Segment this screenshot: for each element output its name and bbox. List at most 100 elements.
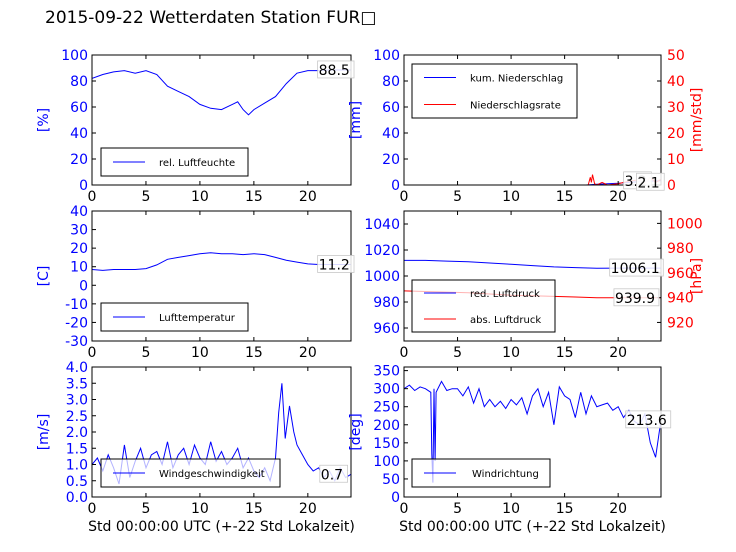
value-annotation: 1006.1 [611,261,660,277]
x-tick-label: 5 [453,189,462,205]
y-tick-label: 40 [382,126,400,142]
legend-precip: kum. Niederschlag Niederschlagsrate [411,63,578,119]
legend-label: Lufttemperatur [159,313,236,324]
x-tick-label: 20 [609,345,627,361]
y-tick-label: 3.0 [66,393,88,409]
panel-windspeed: 0 5 10 15 20 0.00.51.01.52.02.53.03.54.0 [m/s]… [36,360,355,535]
y-tick-label: 40 [70,204,88,220]
y-axis-label: [m/s] [36,414,52,451]
y2-tick-label: 1000 [667,216,703,232]
y-tick-label: 20 [70,241,88,257]
value-annotation: 2.1 [637,175,659,191]
x-tick-label: 15 [556,189,574,205]
y-tick-label: -30 [65,334,88,350]
y2-tick-label: 10 [667,152,685,168]
x-tick-label: 20 [299,189,317,205]
y-tick-label: 250 [373,400,400,416]
x-tick-label: 15 [245,345,263,361]
legend-label: abs. Luftdruck [470,315,541,326]
y-tick-label: 1.5 [66,441,88,457]
y2-tick-label: 50 [667,48,685,64]
axes-frame [403,54,662,186]
legend-label: kum. Niederschlag [470,74,563,85]
x-tick-label: 15 [245,189,263,205]
value-annotation-box [609,258,664,277]
y2-tick-label: 940 [667,291,694,307]
y-tick-label: 1000 [364,269,400,285]
y2-tick-label: 20 [667,126,685,142]
x-tick-label: 0 [88,189,97,205]
legend-label: Niederschlagsrate [470,101,561,112]
x-tick-label: 0 [88,501,97,517]
y2-tick-label: 40 [667,74,685,90]
y-axis-label: [%] [36,108,52,132]
legend-label: Windrichtung [472,469,539,480]
x-tick-label: 5 [141,345,150,361]
series-line-temperature-0 [92,252,351,271]
y-tick-label: 980 [373,295,400,311]
y-tick-label: 20 [70,152,88,168]
panel-precip: 0 5 10 15 20 0 20 40 60 80 100 [mm] 0 10 20 30 40 50 [mm/s… [348,48,705,205]
y-tick-label: 350 [373,364,400,380]
y2-tick-label: 920 [667,315,694,331]
x-tick-label: 20 [609,501,627,517]
y-tick-label: 2.0 [66,425,88,441]
value-annotation-box [317,255,355,273]
x-tick-label: 0 [400,345,409,361]
legend-box [411,63,578,119]
value-annotation: 88.5 [319,63,350,79]
x-tick-label: 20 [609,189,627,205]
value-annotation-box [625,410,672,429]
series-line-precip-1 [404,174,661,185]
legend-box [100,458,281,488]
axes-frame [91,210,352,342]
panel-pressure: 0 5 10 15 20 960 980 1000 1020 1040 920 940 960 980 10… [364,210,705,361]
x-tick-label: 5 [453,345,462,361]
page-title: 2015-09-22 Wetterdaten Station FUR□ [45,8,377,28]
y-axis-label: [deg] [348,413,364,450]
legend-box [411,279,556,333]
legend-label: red. Luftdruck [470,289,540,300]
y2-tick-label: 30 [667,100,685,116]
x-tick-label: 0 [400,501,409,517]
legend-pressure: red. Luftdruck abs. Luftdruck [411,279,556,333]
value-annotation-box [317,60,355,79]
y2-tick-label: 0 [667,178,676,194]
series-line-winddir-0 [404,380,661,483]
series-line-humidity-0 [92,69,351,116]
x-tick-label: 15 [556,501,574,517]
x-axis-label: Std 00:00:00 UTC (+-22 Std Lokalzeit) [399,519,666,535]
value-annotation-box [636,172,665,191]
x-tick-label: 5 [141,501,150,517]
x-tick-label: 10 [191,501,209,517]
y-tick-label: 30 [70,223,88,239]
y-tick-label: 0 [391,178,400,194]
y-tick-label: 1040 [364,217,400,233]
y-tick-label: -20 [65,315,88,331]
x-tick-label: 0 [88,345,97,361]
x-tick-label: 0 [400,189,409,205]
y-tick-label: 100 [373,454,400,470]
x-tick-label: 15 [556,345,574,361]
y-tick-label: 1.0 [66,458,88,474]
y-tick-label: 0.0 [66,490,88,506]
x-tick-label: 5 [141,189,150,205]
legend-box [100,302,249,332]
y-tick-label: 80 [70,74,88,90]
axes-frame [91,54,352,186]
y-tick-label: 2.5 [66,409,88,425]
y-tick-label: 200 [373,418,400,434]
x-tick-label: 15 [245,501,263,517]
legend-humidity: rel. Luftfeuchte [100,147,249,177]
x-tick-label: 20 [299,345,317,361]
y-tick-label: 100 [373,48,400,64]
legend-windspeed: Windgeschwindigkeit [100,458,281,488]
value-annotation: 213.6 [627,413,667,429]
legend-label: rel. Luftfeuchte [159,158,235,169]
axes-frame [403,366,662,498]
x-tick-label: 10 [502,501,520,517]
y2-tick-label: 980 [667,241,694,257]
y-tick-label: -10 [65,297,88,313]
